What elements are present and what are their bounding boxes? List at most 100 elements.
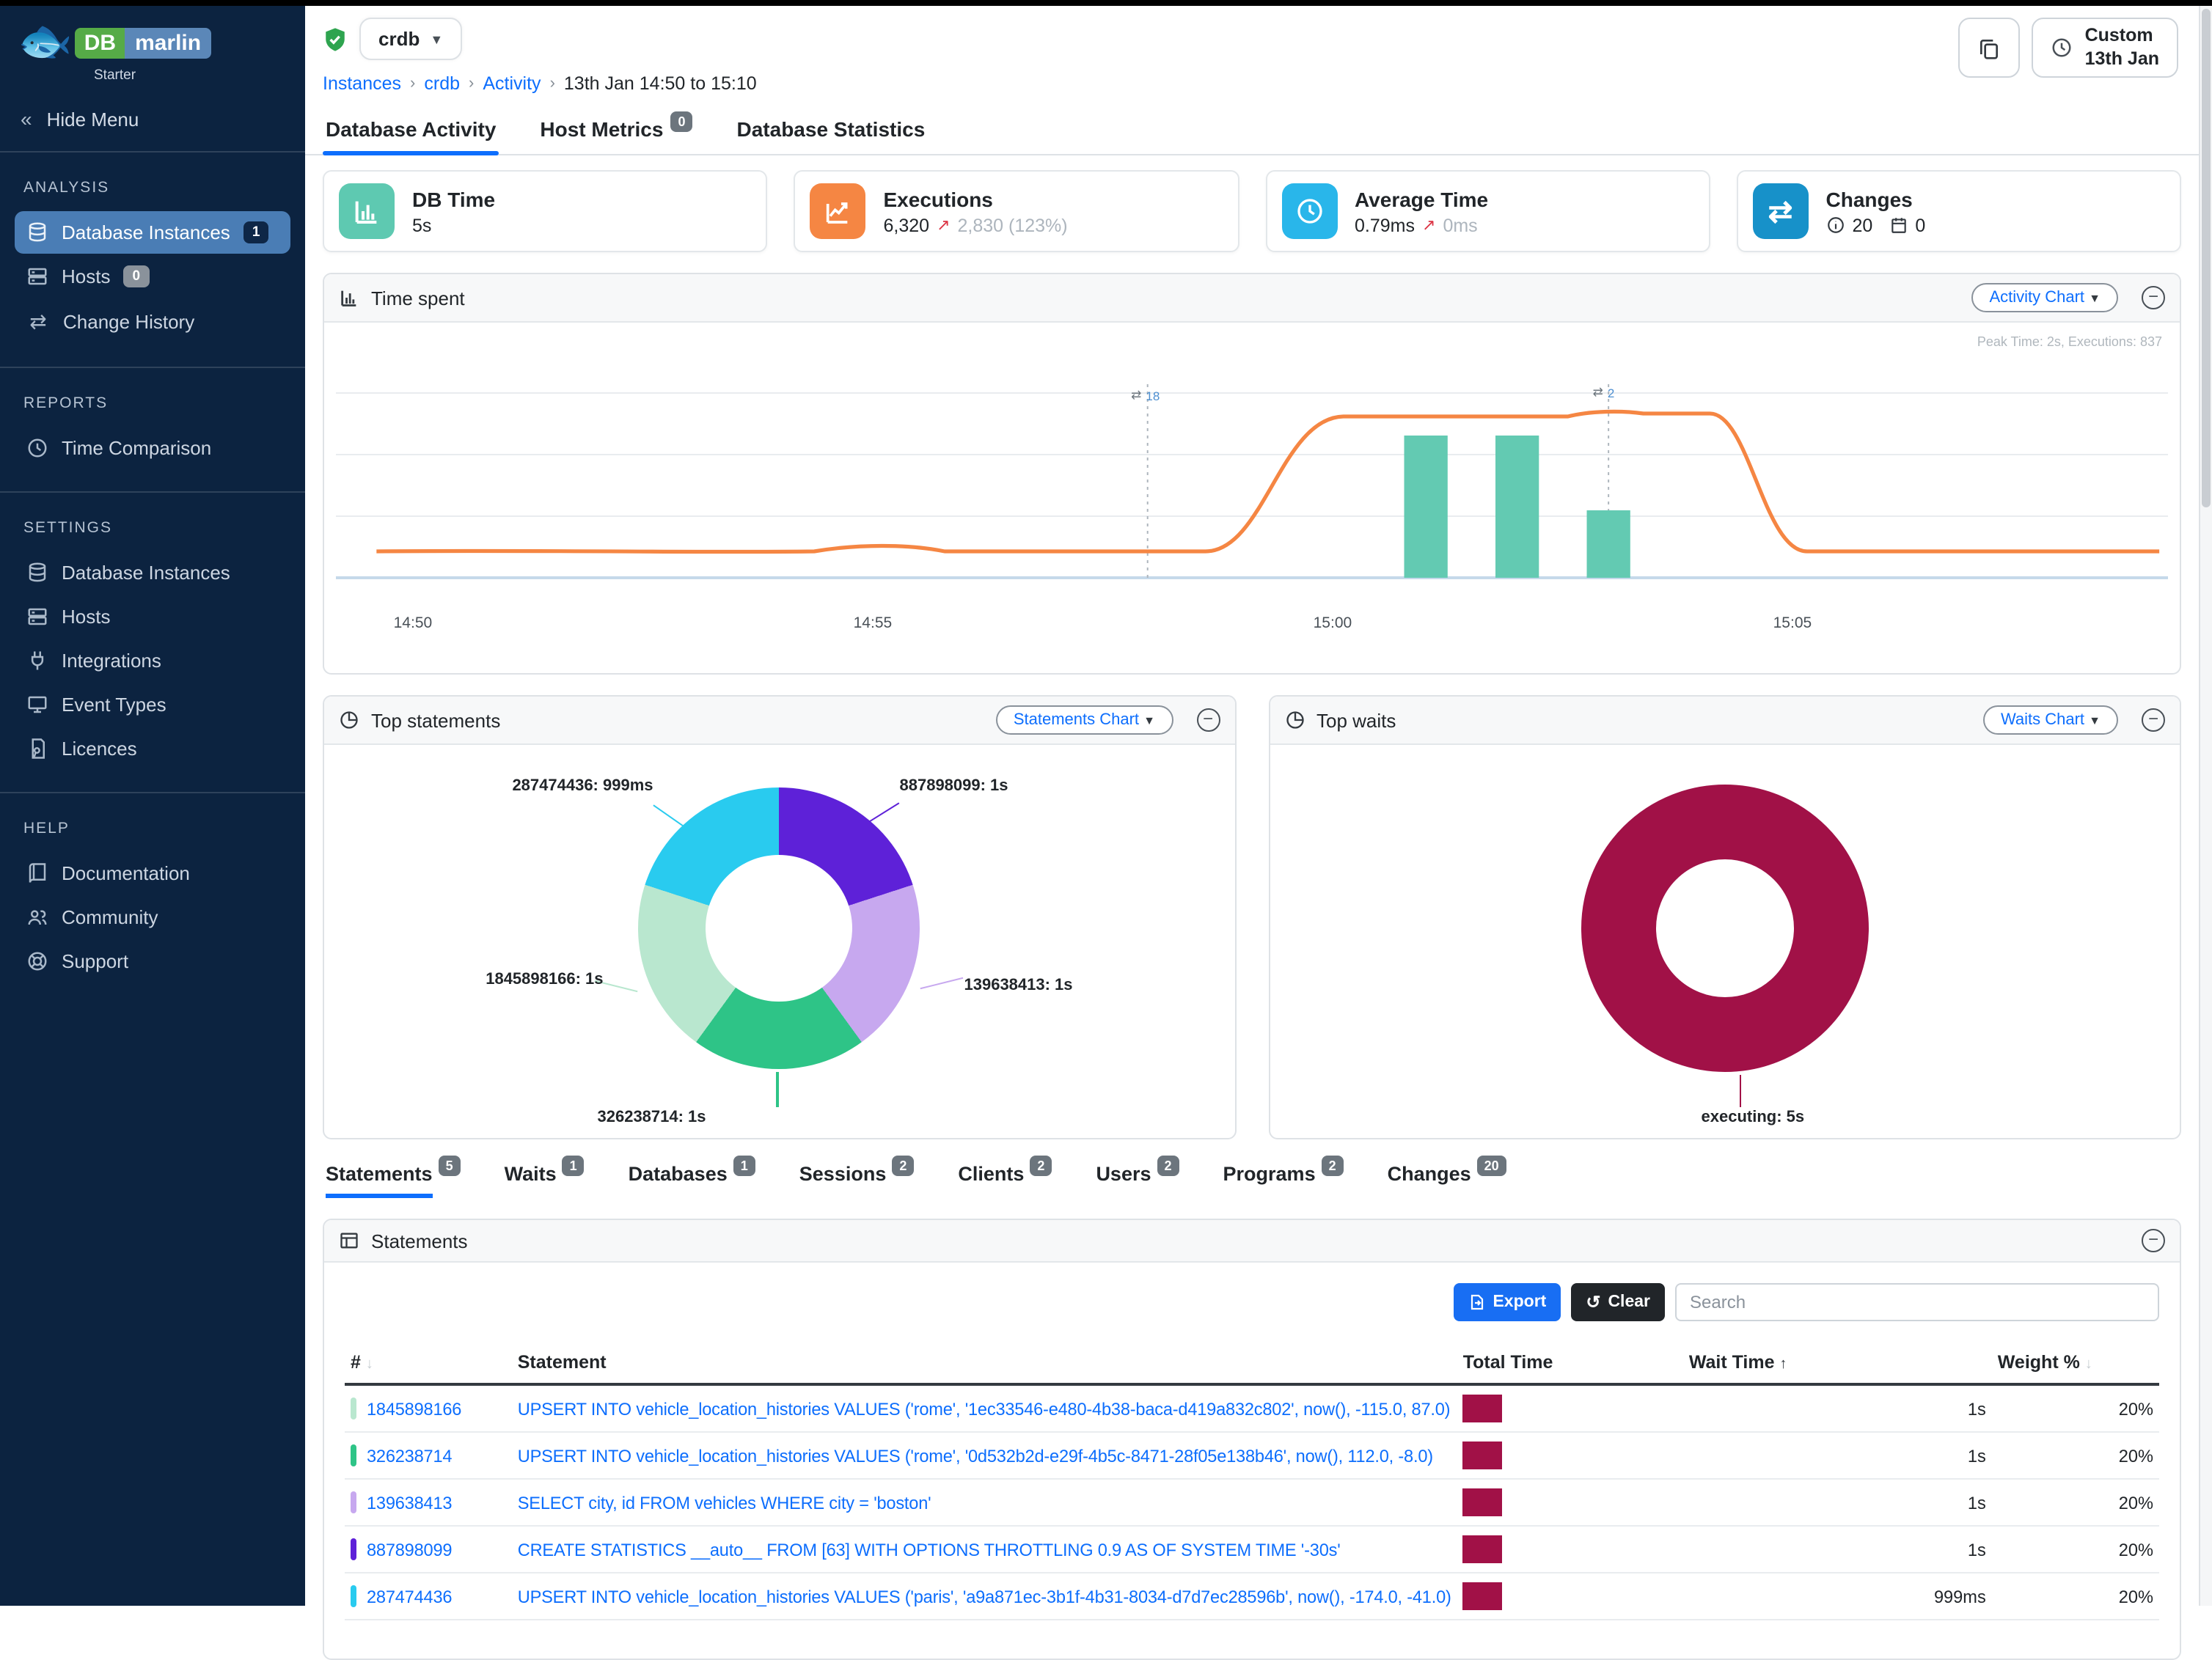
time-range-button[interactable]: Custom 13th Jan (2032, 18, 2178, 78)
column-header-weight[interactable]: Weight % ↓ (1991, 1342, 2159, 1386)
section-reports: REPORTS Time Comparison (0, 367, 305, 491)
color-chip (351, 1398, 356, 1420)
panel-title: Time spent (371, 287, 465, 309)
donut-ring[interactable] (1581, 785, 1869, 1072)
sidebar-item-community[interactable]: Community (15, 896, 290, 939)
sidebar-item-licences[interactable]: Licences (15, 727, 290, 770)
x-tick: 14:55 (853, 614, 893, 632)
sidebar-item-change-history[interactable]: ⇄ Change History (15, 299, 290, 345)
slice-label: 887898099: 1s (899, 777, 1008, 795)
tab-database-activity[interactable]: Database Activity (323, 109, 499, 155)
logo[interactable]: 🐟 DB marlin Starter (0, 6, 305, 92)
change-marker[interactable]: ⇄ 2 (1592, 384, 1615, 400)
sidebar-item-database-instances[interactable]: Database Instances 1 (15, 211, 290, 254)
export-icon (1468, 1293, 1485, 1311)
search-input[interactable] (1675, 1283, 2159, 1321)
tab-changes[interactable]: Changes 20 (1388, 1156, 1506, 1198)
breadcrumb-crdb[interactable]: crdb (424, 73, 461, 94)
tab-database-statistics[interactable]: Database Statistics (736, 117, 926, 141)
statement-id-link[interactable]: 1845898166 (367, 1399, 462, 1420)
table-row: 139638413 SELECT city, id FROM vehicles … (345, 1479, 2159, 1527)
statements-table: # ↓ Statement Total Time Wait Time ↑ Wei… (345, 1342, 2159, 1620)
statement-sql-link[interactable]: UPSERT INTO vehicle_location_histories V… (517, 1445, 1433, 1466)
column-header-total-time[interactable]: Total Time (1457, 1342, 1683, 1386)
panel-title: Top waits (1316, 709, 1396, 731)
delta-up-icon: ↗ (937, 217, 951, 235)
top-statements-panel: Top statements Statements Chart ▼ − 2874… (323, 695, 1236, 1139)
scrollbar[interactable] (2200, 6, 2212, 1606)
export-button[interactable]: Export (1453, 1283, 1561, 1321)
database-icon (26, 221, 48, 243)
sidebar-item-settings-hosts[interactable]: Hosts (15, 595, 290, 638)
waits-donut-chart[interactable]: executing: 5s (1270, 745, 2180, 1138)
tab-databases[interactable]: Databases 1 (629, 1156, 755, 1198)
top-bar: crdb ▼ Instances › crdb › Activity › 13t… (305, 6, 2199, 94)
statement-id-link[interactable]: 287474436 (367, 1587, 453, 1607)
sidebar-item-settings-database-instances[interactable]: Database Instances (15, 551, 290, 594)
column-header-statement[interactable]: Statement (511, 1342, 1457, 1386)
certificate-icon (26, 738, 48, 760)
exchange-arrows-icon: ⇄ (29, 309, 47, 333)
breadcrumb-instances[interactable]: Instances (323, 73, 402, 94)
statement-sql-link[interactable]: UPSERT INTO vehicle_location_histories V… (517, 1586, 1451, 1606)
server-icon (26, 606, 48, 628)
page-tabs: Database Activity Host Metrics 0 Databas… (305, 109, 2199, 155)
sidebar-item-time-comparison[interactable]: Time Comparison (15, 427, 290, 469)
hide-menu-button[interactable]: « Hide Menu (21, 107, 139, 131)
tab-users[interactable]: Users 2 (1096, 1156, 1179, 1198)
chart-type-dropdown[interactable]: Activity Chart ▼ (1971, 283, 2118, 312)
time-spent-chart[interactable]: ⇄ 18 ⇄ 2 (336, 352, 2168, 609)
tab-statements[interactable]: Statements 5 (326, 1156, 461, 1198)
statement-sql-link[interactable]: SELECT city, id FROM vehicles WHERE city… (517, 1492, 931, 1513)
total-time-bar (1462, 1488, 1503, 1516)
copy-link-button[interactable] (1958, 18, 2021, 78)
statement-id-link[interactable]: 139638413 (367, 1493, 453, 1513)
statements-donut-chart[interactable]: 287474436: 999ms 887898099: 1s 139638413… (324, 745, 1234, 1138)
statement-sql-link[interactable]: UPSERT INTO vehicle_location_histories V… (517, 1398, 1451, 1419)
column-header-id[interactable]: # ↓ (345, 1342, 512, 1386)
clear-button[interactable]: ↺ Clear (1571, 1283, 1665, 1321)
sidebar-item-integrations[interactable]: Integrations (15, 639, 290, 682)
statement-id-link[interactable]: 887898099 (367, 1540, 453, 1560)
weight-value: 20% (1991, 1384, 2159, 1433)
marlin-fish-icon: 🐟 (18, 18, 73, 66)
chart-type-dropdown[interactable]: Statements Chart ▼ (995, 705, 1173, 735)
statement-id-link[interactable]: 326238714 (367, 1446, 453, 1466)
tab-host-metrics[interactable]: Host Metrics 0 (537, 109, 695, 154)
total-time-bar (1462, 1442, 1503, 1469)
x-tick: 15:05 (1773, 614, 1812, 632)
statement-sql-link[interactable]: CREATE STATISTICS __auto__ FROM [63] WIT… (517, 1539, 1341, 1560)
breadcrumb-activity[interactable]: Activity (483, 73, 541, 94)
tab-sessions[interactable]: Sessions 2 (799, 1156, 915, 1198)
column-header-wait-time[interactable]: Wait Time ↑ (1682, 1342, 1992, 1386)
tab-waits[interactable]: Waits 1 (505, 1156, 585, 1198)
detail-tabs: Statements 5 Waits 1 Databases 1 Sessions 2 … (323, 1156, 2181, 1198)
count-badge: 0 (670, 111, 693, 132)
sidebar-item-support[interactable]: Support (15, 940, 290, 983)
total-time-bar (1462, 1535, 1503, 1563)
slice-label: executing: 5s (1701, 1109, 1805, 1126)
scrollbar-thumb[interactable] (2202, 9, 2211, 507)
tab-programs[interactable]: Programs 2 (1223, 1156, 1344, 1198)
change-marker[interactable]: ⇄ 18 (1131, 387, 1160, 403)
table-row: 1845898166 UPSERT INTO vehicle_location_… (345, 1384, 2159, 1433)
collapse-panel-button[interactable]: − (1196, 708, 1220, 732)
collapse-panel-button[interactable]: − (2142, 1229, 2165, 1252)
sidebar-item-hosts[interactable]: Hosts 0 (15, 255, 290, 298)
table-row: 887898099 CREATE STATISTICS __auto__ FRO… (345, 1526, 2159, 1573)
health-shield-icon (323, 26, 348, 52)
chart-type-dropdown[interactable]: Waits Chart ▼ (1982, 705, 2118, 735)
tab-clients[interactable]: Clients 2 (958, 1156, 1052, 1198)
sidebar-item-event-types[interactable]: Event Types (15, 683, 290, 726)
top-waits-panel: Top waits Waits Chart ▼ − executing: 5s (1268, 695, 2181, 1139)
instance-selector[interactable]: crdb ▼ (359, 18, 463, 60)
database-icon (26, 562, 48, 584)
collapse-panel-button[interactable]: − (2142, 708, 2165, 732)
table-row: 287474436 UPSERT INTO vehicle_location_h… (345, 1573, 2159, 1620)
donut-ring[interactable] (638, 787, 920, 1069)
leader-line (776, 1072, 779, 1107)
sidebar-item-documentation[interactable]: Documentation (15, 852, 290, 895)
color-chip (351, 1444, 356, 1466)
collapse-panel-button[interactable]: − (2142, 286, 2165, 309)
color-chip (351, 1491, 356, 1513)
